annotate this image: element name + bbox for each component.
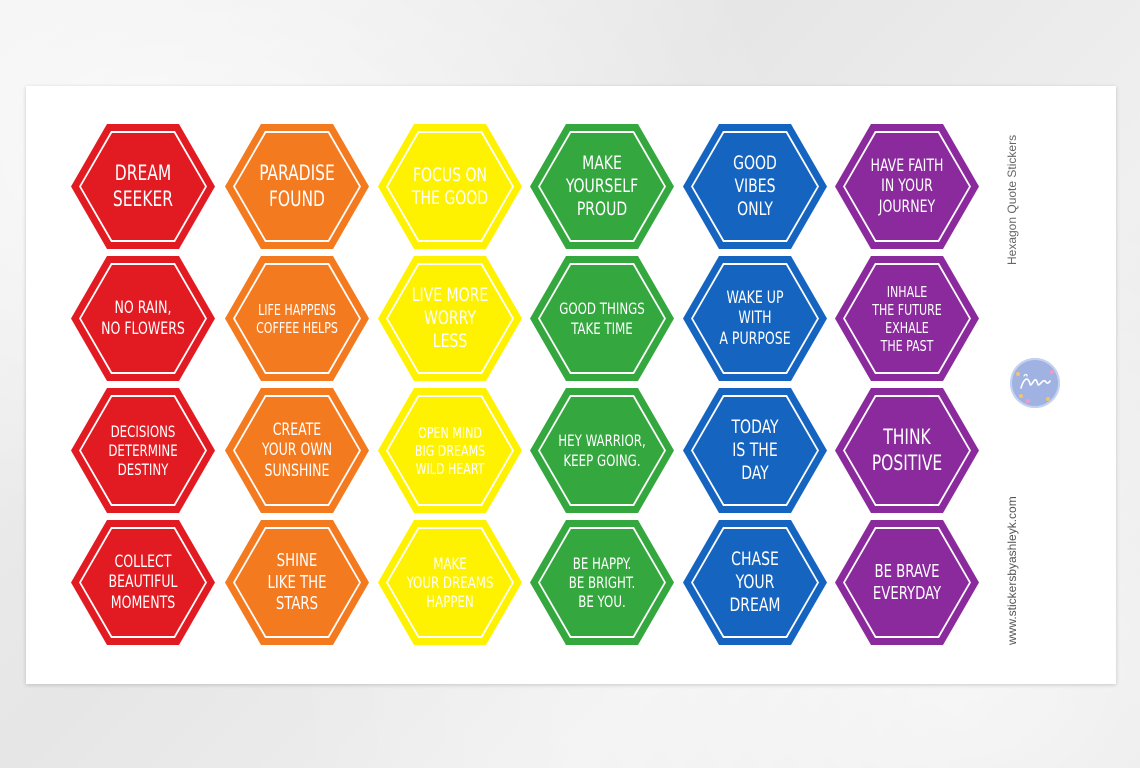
sticker-label: PARADISE FOUND xyxy=(259,161,335,211)
sticker-life-happens: LIFE HAPPENS COFFEE HELPS xyxy=(225,256,369,381)
sticker-label: LIFE HAPPENS COFFEE HELPS xyxy=(256,300,338,337)
sticker-label: MAKE YOUR DREAMS HAPPEN xyxy=(406,553,494,612)
sticker-hey-warrior: HEY WARRIOR, KEEP GOING. xyxy=(530,388,674,513)
sticker-label: OPEN MIND BIG DREAMS WILD HEART xyxy=(414,423,486,478)
website-url: www.stickersbyashleyk.com xyxy=(1005,496,1019,645)
sticker-label: LIVE MORE WORRY LESS xyxy=(411,284,489,352)
sticker-label: INHALE THE FUTURE EXHALE THE PAST xyxy=(872,282,942,355)
sticker-decisions: DECISIONS DETERMINE DESTINY xyxy=(71,388,215,513)
sticker-label: COLLECT BEAUTIFUL MOMENTS xyxy=(108,551,178,613)
sticker-label: THINK POSITIVE xyxy=(871,425,943,475)
sticker-label: GOOD VIBES ONLY xyxy=(733,152,777,220)
sticker-label: SHINE LIKE THE STARS xyxy=(267,550,327,615)
sticker-today-is-the-day: TODAY IS THE DAY xyxy=(683,388,827,513)
sticker-label: DREAM SEEKER xyxy=(112,161,174,211)
by-ashleyk-logo-icon xyxy=(1010,358,1060,408)
sticker-make-dreams-happen: MAKE YOUR DREAMS HAPPEN xyxy=(378,520,522,645)
sticker-good-things: GOOD THINGS TAKE TIME xyxy=(530,256,674,381)
sticker-label: NO RAIN, NO FLOWERS xyxy=(101,298,185,339)
logo-script-icon xyxy=(1020,373,1051,389)
sticker-think-positive: THINK POSITIVE xyxy=(835,388,979,513)
sheet-title: Hexagon Quote Stickers xyxy=(1005,134,1019,266)
sticker-label: HEY WARRIOR, KEEP GOING. xyxy=(558,431,646,470)
sticker-inhale-exhale: INHALE THE FUTURE EXHALE THE PAST xyxy=(835,256,979,381)
sticker-no-rain-no-flowers: NO RAIN, NO FLOWERS xyxy=(71,256,215,381)
sticker-label: FOCUS ON THE GOOD xyxy=(411,163,489,209)
sticker-create-sunshine: CREATE YOUR OWN SUNSHINE xyxy=(225,388,369,513)
sticker-label: WAKE UP WITH A PURPOSE xyxy=(719,287,791,349)
sticker-label: CHASE YOUR DREAM xyxy=(729,548,781,616)
sticker-shine-like-stars: SHINE LIKE THE STARS xyxy=(225,520,369,645)
sticker-label: BE HAPPY. BE BRIGHT. BE YOU. xyxy=(568,553,636,612)
sticker-label: GOOD THINGS TAKE TIME xyxy=(559,299,645,338)
sticker-label: BE BRAVE EVERYDAY xyxy=(872,560,942,604)
sticker-live-more: LIVE MORE WORRY LESS xyxy=(378,256,522,381)
sticker-label: CREATE YOUR OWN SUNSHINE xyxy=(261,419,333,481)
sticker-label: DECISIONS DETERMINE DESTINY xyxy=(108,421,178,480)
sticker-label: HAVE FAITH IN YOUR JOURNEY xyxy=(870,155,944,217)
sticker-label: MAKE YOURSELF PROUD xyxy=(565,152,639,220)
sticker-wake-up: WAKE UP WITH A PURPOSE xyxy=(683,256,827,381)
sticker-open-mind: OPEN MIND BIG DREAMS WILD HEART xyxy=(378,388,522,513)
sticker-focus-on-the-good: FOCUS ON THE GOOD xyxy=(378,124,522,249)
sticker-label: TODAY IS THE DAY xyxy=(731,416,779,484)
